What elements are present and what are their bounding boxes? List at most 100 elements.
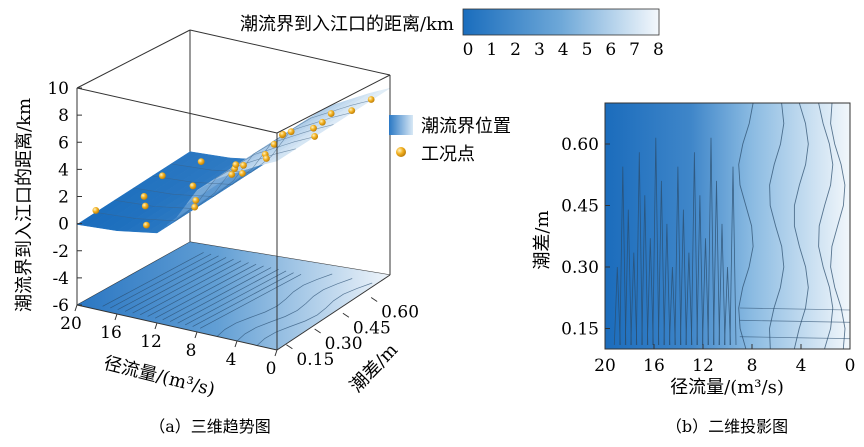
scatter-point — [270, 140, 278, 148]
projection-contour-line — [739, 336, 851, 340]
scatter-point — [287, 128, 295, 136]
scatter-point — [311, 133, 319, 140]
x-tick-mark — [234, 340, 238, 348]
scatter-point — [310, 124, 317, 132]
x-tick-label: 12 — [140, 332, 162, 352]
scatter-point — [191, 203, 199, 211]
colorbar-tick-label: 2 — [510, 40, 521, 60]
floor-contour-line — [154, 263, 257, 319]
projection-plot-area — [605, 103, 850, 349]
projection-contour-line — [739, 307, 851, 311]
projection-contour-line — [738, 102, 754, 350]
projection-x-ticks: 20 16 12 8 4 0 — [594, 344, 855, 376]
projection-contour-line — [818, 102, 834, 350]
x-axis-ticks: 20 16 12 8 4 0 — [60, 304, 278, 379]
projection-contour-line — [724, 266, 731, 346]
floor-contour-line — [199, 274, 302, 329]
scatter-point — [232, 161, 240, 169]
projection-contour-line — [646, 238, 654, 346]
floor-contour-line — [256, 282, 373, 346]
z-tick-label: 2 — [58, 188, 69, 208]
floor-contour-line — [162, 265, 264, 321]
projection-y-ticks: 0.60 0.45 0.30 0.15 — [561, 135, 610, 340]
floor-contour-line — [124, 257, 227, 312]
scatter-points — [92, 96, 375, 229]
colorbar-gradient — [462, 8, 660, 36]
surface-contour-line — [133, 124, 334, 197]
trend-surface — [76, 87, 391, 234]
scatter-point — [140, 193, 148, 200]
z-axis-ticks: 10 8 6 4 2 0 -2 -4 -6 — [47, 79, 82, 316]
projection-contour-line — [739, 319, 851, 323]
projection-contour-line — [702, 238, 709, 346]
floor-contour-line — [132, 258, 234, 314]
projection-contour-line — [635, 152, 643, 346]
scatter-point — [158, 172, 166, 180]
y-tick-label: 0.60 — [381, 303, 419, 323]
x-tick-label: 20 — [60, 314, 82, 334]
y-tick-label: 0.15 — [296, 350, 334, 370]
projection-contour-line — [769, 102, 785, 350]
x-tick-label: 4 — [226, 350, 237, 370]
projection-x-tick-label: 4 — [796, 356, 807, 376]
projection-contour-line — [713, 180, 720, 346]
projection-y-label: 潮差/m — [532, 210, 553, 269]
z-tick-label: 6 — [58, 133, 69, 153]
scatter-point — [197, 158, 205, 166]
colorbar-tick-label: 6 — [605, 40, 616, 60]
projection-contour-line — [619, 166, 627, 346]
floor-projection — [77, 242, 390, 350]
x-tick-mark — [194, 331, 198, 339]
scatter-point — [141, 202, 149, 210]
x-tick-mark — [114, 313, 118, 321]
projection-contour-lines — [613, 102, 851, 350]
legend: 潮流界位置 工况点 — [389, 115, 511, 165]
scatter-point — [228, 171, 236, 178]
z-tick-label: -2 — [52, 242, 69, 262]
projection-frame — [604, 102, 851, 350]
projection-contour-line — [669, 266, 676, 346]
scatter-point — [348, 107, 356, 115]
z-tick-label: 10 — [47, 79, 69, 99]
scatter-point — [318, 118, 326, 126]
legend-surface-swatch — [389, 115, 413, 135]
projection-x-label: 径流量/(m³/s) — [670, 377, 784, 398]
z-tick-label: 8 — [58, 106, 69, 126]
projection-contour-line — [624, 209, 632, 346]
projection-y-tick-label: 0.30 — [561, 258, 599, 278]
scatter-point — [279, 130, 287, 138]
x-tick-mark — [154, 322, 158, 330]
y-tick-mark — [370, 297, 378, 302]
projection-x-tick-label: 0 — [845, 356, 856, 376]
y-tick-mark — [314, 328, 321, 334]
floor-contour-line — [177, 268, 279, 324]
projection-contour-line — [674, 166, 682, 346]
legend-point-marker — [396, 147, 406, 157]
colorbar-title: 潮流界到入江口的距离/km — [240, 14, 454, 35]
x-tick-mark — [274, 349, 278, 357]
scatter-point — [240, 161, 247, 169]
scatter-point — [92, 207, 100, 214]
projection-contour-line — [729, 166, 737, 346]
projection-contour-line — [718, 223, 726, 346]
projection-y-tick-label: 0.45 — [561, 197, 599, 217]
surface-contour-line — [171, 100, 372, 173]
projection-contour-line — [658, 180, 665, 346]
z-tick-label: -6 — [52, 296, 69, 316]
panel-b-2d-chart: 20 16 12 8 4 0 0.60 0.45 0.30 0.15 径流量/(m³/s) 潮差… — [532, 102, 855, 436]
projection-y-tick-label: 0.15 — [561, 320, 599, 340]
x-tick-label: 0 — [266, 359, 277, 379]
floor-contour-line — [169, 267, 272, 322]
projection-contour-line — [663, 223, 671, 346]
projection-y-tick-label: 0.60 — [561, 135, 599, 155]
colorbar-tick-label: 1 — [486, 40, 497, 60]
floor-contour-line — [117, 255, 219, 311]
projection-contour-line — [630, 252, 638, 346]
y-tick-mark — [342, 312, 350, 318]
z-tick-label: 0 — [58, 215, 69, 235]
floor-contour-line — [139, 260, 242, 316]
